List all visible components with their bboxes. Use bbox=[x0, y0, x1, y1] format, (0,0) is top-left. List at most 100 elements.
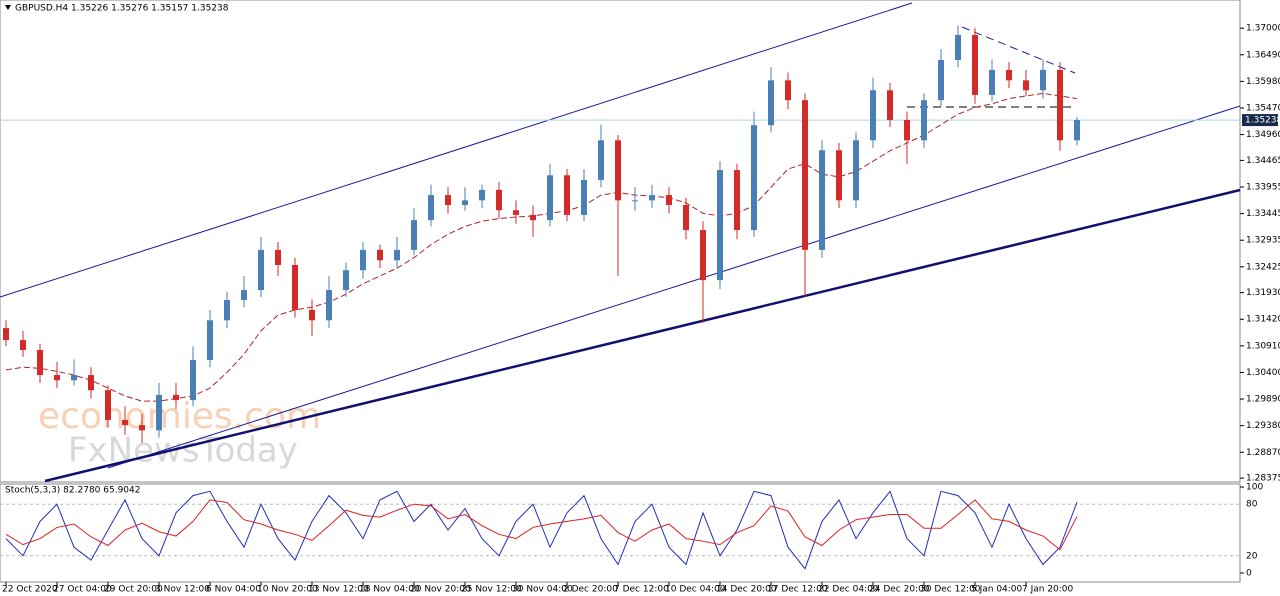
y-tick-label: 1.35470 bbox=[1246, 103, 1280, 113]
candle-body bbox=[700, 230, 706, 281]
candle-body bbox=[105, 390, 111, 420]
stoch-tick-label: 80 bbox=[1246, 500, 1258, 510]
x-tick-label: 14 Dec 20:00 bbox=[716, 585, 777, 595]
x-tick-label: 25 Nov 12:00 bbox=[461, 585, 522, 595]
x-tick-label: 13 Nov 12:00 bbox=[308, 585, 369, 595]
x-tick-label: 7 Dec 12:00 bbox=[614, 585, 669, 595]
candle-body bbox=[717, 170, 723, 281]
candle-body bbox=[819, 150, 825, 250]
watermark: economies.com bbox=[38, 396, 321, 437]
x-tick-label: 10 Nov 20:00 bbox=[257, 585, 318, 595]
y-tick-label: 1.30910 bbox=[1246, 341, 1280, 351]
y-tick-label: 1.37000 bbox=[1246, 24, 1280, 34]
stoch-line bbox=[5, 499, 1078, 551]
candle-body bbox=[1006, 69, 1012, 81]
candle-body bbox=[139, 425, 145, 431]
candle-body bbox=[1057, 69, 1063, 141]
candle-body bbox=[3, 328, 9, 341]
y-tick-label: 1.29890 bbox=[1246, 395, 1280, 405]
candle-body bbox=[564, 175, 570, 215]
candle-body bbox=[428, 195, 434, 221]
x-tick-label: 22 Dec 04:00 bbox=[818, 585, 879, 595]
candle-body bbox=[802, 100, 808, 250]
y-tick-label: 1.33955 bbox=[1246, 183, 1280, 193]
candle-body bbox=[632, 200, 638, 202]
candle-body bbox=[1040, 69, 1046, 91]
candle-body bbox=[292, 264, 298, 310]
y-tick-label: 1.28870 bbox=[1246, 448, 1280, 458]
candle-body bbox=[309, 309, 315, 321]
candle-body bbox=[496, 189, 502, 211]
candle-body bbox=[581, 179, 587, 215]
candle-body bbox=[326, 290, 332, 321]
stoch-title: Stoch(5,3,3) 82.2780 65.9042 bbox=[5, 486, 140, 496]
candle-body bbox=[411, 220, 417, 250]
x-tick-label: 27 Oct 04:00 bbox=[53, 585, 112, 595]
candle-body bbox=[751, 125, 757, 231]
candle-body bbox=[54, 375, 60, 381]
candle-body bbox=[513, 210, 519, 215]
x-tick-label: 18 Nov 04:00 bbox=[359, 585, 420, 595]
candle-body bbox=[20, 340, 26, 351]
current-price-label: 1.35238 bbox=[1245, 116, 1280, 126]
channel-lower bbox=[107, 105, 1241, 469]
candle-body bbox=[207, 320, 213, 360]
y-tick-label: 1.33445 bbox=[1246, 209, 1280, 219]
candle-body bbox=[224, 299, 230, 321]
y-tick-label: 1.32935 bbox=[1246, 236, 1280, 246]
stoch-panel bbox=[0, 483, 1241, 583]
candle-body bbox=[615, 140, 621, 201]
x-tick-label: 10 Dec 04:00 bbox=[665, 585, 726, 595]
candle-body bbox=[462, 200, 468, 206]
candle-body bbox=[836, 150, 842, 201]
candle-body bbox=[71, 375, 77, 381]
menu-arrow[interactable] bbox=[5, 5, 11, 10]
x-tick-label: 5 Jan 04:00 bbox=[971, 585, 1023, 595]
trend-resistance bbox=[961, 26, 1076, 74]
x-tick-label: 20 Nov 20:00 bbox=[410, 585, 471, 595]
trend-lines bbox=[0, 2, 1241, 483]
candle-body bbox=[1074, 119, 1080, 141]
x-tick-label: 6 Nov 04:00 bbox=[206, 585, 261, 595]
y-tick-label: 1.29380 bbox=[1246, 421, 1280, 431]
y-tick-label: 1.34465 bbox=[1246, 156, 1280, 166]
watermark-layer: economies.com FxNewsToday bbox=[38, 396, 321, 471]
candle-body bbox=[360, 249, 366, 271]
candle-body bbox=[530, 214, 536, 221]
candle-body bbox=[156, 394, 162, 431]
chart-title: GBPUSD.H4 1.35226 1.35276 1.35157 1.3523… bbox=[15, 4, 229, 14]
candle-body bbox=[1023, 80, 1029, 91]
candle-body bbox=[122, 419, 128, 426]
y-tick-label: 1.35980 bbox=[1246, 77, 1280, 87]
x-tick-label: 24 Dec 20:00 bbox=[869, 585, 930, 595]
candle-body bbox=[768, 80, 774, 126]
channel-upper bbox=[0, 2, 913, 298]
x-tick-label: 30 Dec 12:00 bbox=[920, 585, 981, 595]
x-tick-label: 7 Jan 20:00 bbox=[1022, 585, 1074, 595]
candle-body bbox=[37, 350, 43, 376]
candle-body bbox=[887, 90, 893, 120]
y-tick-label: 1.30400 bbox=[1246, 368, 1280, 378]
candle-body bbox=[972, 34, 978, 95]
candle-body bbox=[598, 140, 604, 180]
candle-body bbox=[258, 249, 264, 291]
stoch-tick-label: 0 bbox=[1246, 569, 1252, 579]
candle-body bbox=[649, 195, 655, 201]
candle-body bbox=[989, 69, 995, 95]
x-tick-label: 17 Dec 12:00 bbox=[767, 585, 828, 595]
stoch-tick-label: 20 bbox=[1246, 551, 1258, 561]
x-tick-label: 30 Nov 04:00 bbox=[512, 585, 573, 595]
candle-body bbox=[666, 195, 672, 206]
candle-body bbox=[938, 59, 944, 101]
candle-body bbox=[173, 394, 179, 401]
trend-support bbox=[44, 188, 1241, 483]
candle-body bbox=[241, 290, 247, 300]
candle-body bbox=[955, 34, 961, 60]
y-tick-label: 1.34960 bbox=[1246, 130, 1280, 140]
stoch-tick-label: 100 bbox=[1246, 483, 1263, 493]
candle-body bbox=[683, 205, 689, 231]
candle-body bbox=[921, 100, 927, 141]
candle-body bbox=[445, 195, 451, 206]
candle-body bbox=[734, 170, 740, 231]
